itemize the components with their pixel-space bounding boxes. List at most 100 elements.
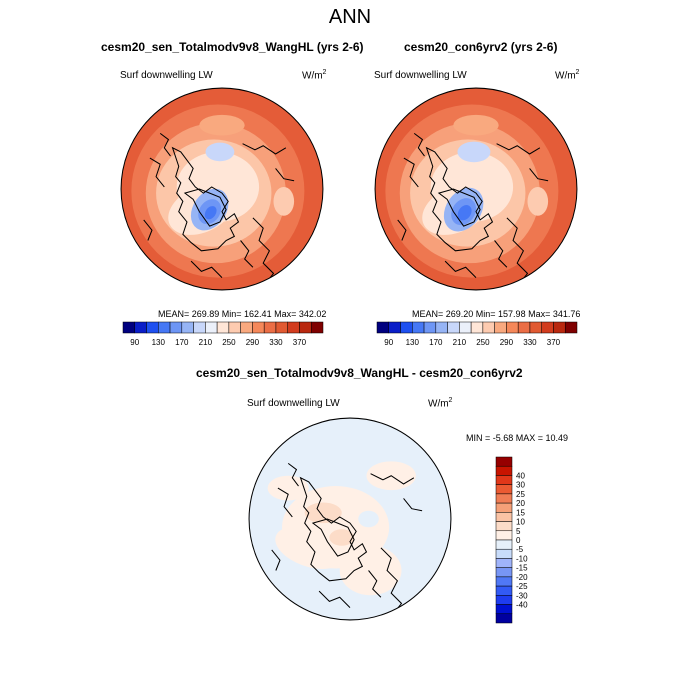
panel1-colorbar-swatch xyxy=(228,321,241,334)
diff-colorbar-tick-label: -5 xyxy=(516,545,524,554)
diff-colorbar-tick-label: 30 xyxy=(516,481,525,490)
diff-colorbar-tick-label: 10 xyxy=(516,518,525,527)
diff-colorbar-tick-label: -20 xyxy=(516,573,528,582)
panel1-units-sup: 2 xyxy=(322,69,327,76)
panel1-colorbar-swatch xyxy=(216,321,230,334)
panel3-units-base: W/m xyxy=(428,398,449,410)
panel2-colorbar-swatch xyxy=(470,321,484,334)
diff-colorbar-tick-label: -15 xyxy=(516,564,528,573)
diff-colorbar-swatch xyxy=(495,456,513,467)
panel1-colorbar-tick-label: 130 xyxy=(152,338,166,347)
panel1-colorbar-swatch xyxy=(275,321,288,334)
panel2-colorbar-tick-label: 290 xyxy=(500,338,514,347)
panel1-variable-label: Surf downwelling LW xyxy=(120,70,213,81)
panel1-units-base: W/m xyxy=(302,70,323,82)
panel2-colorbar-swatch xyxy=(412,321,425,334)
panel2-colorbar-swatch xyxy=(400,321,413,334)
panel3-title: cesm20_sen_Totalmodv9v8_WangHL - cesm20_… xyxy=(196,366,523,380)
panel1-title: cesm20_sen_Totalmodv9v8_WangHL (yrs 2-6) xyxy=(101,40,364,54)
panel2-colorbar-swatch xyxy=(564,321,578,334)
panel2-variable-label: Surf downwelling LW xyxy=(374,70,467,81)
panel2-colorbar-swatch xyxy=(517,321,531,334)
panel1-colorbar-tick-label: 330 xyxy=(269,338,283,347)
panel1-colorbar-swatch xyxy=(158,321,171,334)
panel1-colorbar-swatch xyxy=(263,321,277,334)
diff-colorbar-swatch xyxy=(495,567,513,578)
panel1-colorbar-tick-label: 90 xyxy=(130,338,139,347)
panel1-colorbar-swatch xyxy=(287,321,300,334)
diff-colorbar-tick-label: 20 xyxy=(516,499,525,508)
panel1-colorbar-swatch xyxy=(146,321,159,334)
panel2-colorbar-tick-label: 250 xyxy=(476,338,490,347)
diff-colorbar-swatch xyxy=(495,576,513,587)
panel1-colorbar-tick-label: 290 xyxy=(246,338,260,347)
panel1-colorbar-tick-label: 250 xyxy=(222,338,236,347)
diff-colorbar-tick-label: 5 xyxy=(516,527,521,536)
panel2-colorbar-swatch xyxy=(388,321,401,334)
diff-colorbar-swatch xyxy=(495,548,513,559)
panel2-colorbar: 90 130 170 210 250 290 330 370 xyxy=(376,321,578,347)
panel3-polar-map xyxy=(248,417,452,621)
diff-colorbar-tick-label: 25 xyxy=(516,490,525,499)
panel2-colorbar-tick-label: 170 xyxy=(429,338,443,347)
panel1-colorbar-swatch xyxy=(310,321,324,334)
panel1-colorbar-swatch xyxy=(240,321,253,334)
panel2-colorbar-swatch xyxy=(459,321,472,334)
panel1-units-label: W/m2 xyxy=(302,69,326,81)
panel2-colorbar-swatch xyxy=(435,321,448,334)
diff-colorbar-tick-label: -30 xyxy=(516,591,528,600)
diff-colorbar-swatch xyxy=(495,558,513,568)
diff-colorbar-swatch xyxy=(495,521,513,532)
diff-colorbar-tick-label: 0 xyxy=(516,536,521,545)
panel3-units-label: W/m2 xyxy=(428,397,452,409)
panel2-colorbar-tick-label: 210 xyxy=(453,338,467,347)
diff-colorbar-swatch xyxy=(495,502,513,513)
panel1-colorbar-swatch xyxy=(205,321,218,334)
panel2-colorbar-swatch xyxy=(482,321,495,334)
panel1-colorbar-swatch xyxy=(134,321,147,334)
panel2-colorbar-tick-label: 90 xyxy=(384,338,393,347)
figure-title: ANN xyxy=(328,6,372,28)
diff-colorbar-swatch xyxy=(495,585,513,596)
diff-colorbar-swatch xyxy=(495,530,513,541)
panel1-colorbar-tick-label: 210 xyxy=(199,338,213,347)
panel1-colorbar-swatch xyxy=(193,321,206,334)
panel2-units-label: W/m2 xyxy=(555,69,579,81)
panel1-colorbar-swatch xyxy=(169,321,183,334)
panel2-colorbar-swatch xyxy=(529,321,542,334)
panel3-stats: MIN = -5.68 MAX = 10.49 xyxy=(466,433,569,443)
diff-colorbar-swatch xyxy=(495,465,513,476)
panel1-colorbar: 90 130 170 210 250 290 330 370 xyxy=(122,321,324,347)
diff-colorbar-swatch xyxy=(495,539,513,550)
panel3-units-sup: 2 xyxy=(448,397,453,404)
diff-colorbar-swatch xyxy=(495,493,513,504)
diff-colorbar-tick-label: 40 xyxy=(516,471,525,480)
panel2-units-sup: 2 xyxy=(575,69,580,76)
panel2-stats: MEAN= 269.20 Min= 157.98 Max= 341.76 xyxy=(412,309,581,319)
panel1-colorbar-swatch xyxy=(252,321,265,334)
diff-colorbar-swatch xyxy=(495,595,513,605)
diff-colorbar-swatch xyxy=(495,484,513,495)
panel1-colorbar-swatch xyxy=(181,321,194,334)
panel2-polar-map xyxy=(374,87,578,291)
diff-colorbar-tick-label: -10 xyxy=(516,554,528,563)
diff-colorbar-swatch xyxy=(495,604,513,615)
panel1-polar-map xyxy=(120,87,324,291)
panel2-colorbar-swatch xyxy=(376,321,390,334)
panel2-colorbar-swatch xyxy=(423,321,437,334)
diff-colorbar-swatch xyxy=(495,613,513,624)
panel2-colorbar-tick-label: 370 xyxy=(547,338,561,347)
diff-colorbar-tick-label: -40 xyxy=(516,601,528,610)
panel3-variable-label: Surf downwelling LW xyxy=(247,398,340,409)
panel2-colorbar-swatch xyxy=(447,321,460,334)
diff-colorbar-swatch xyxy=(495,475,513,485)
panel1-colorbar-tick-label: 370 xyxy=(293,338,307,347)
panel1-colorbar-swatch xyxy=(299,321,312,334)
panel1-stats: MEAN= 269.89 Min= 162.41 Max= 342.02 xyxy=(158,309,327,319)
panel2-colorbar-swatch xyxy=(541,321,554,334)
diff-colorbar-tick-label: -25 xyxy=(516,582,528,591)
diff-colorbar-tick-label: 15 xyxy=(516,508,525,517)
panel1-colorbar-tick-label: 170 xyxy=(175,338,189,347)
panel2-title: cesm20_con6yrv2 (yrs 2-6) xyxy=(404,40,558,54)
